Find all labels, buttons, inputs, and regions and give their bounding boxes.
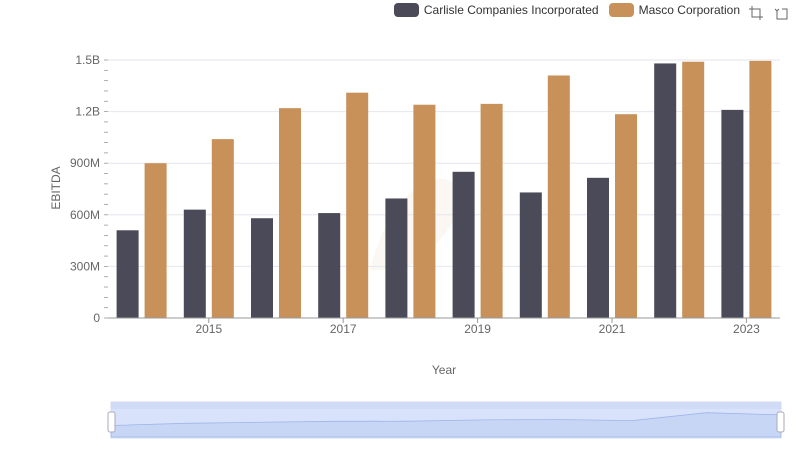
x-axis-title: Year bbox=[432, 363, 456, 377]
toolbox bbox=[748, 5, 790, 21]
legend-swatch-masco bbox=[608, 3, 634, 17]
watermark bbox=[370, 178, 462, 270]
y-tick-label: 600M bbox=[70, 208, 100, 222]
legend-item-masco[interactable]: Masco Corporation bbox=[608, 3, 740, 17]
bar-masco-2021[interactable] bbox=[615, 114, 637, 319]
bar-masco-2015[interactable] bbox=[211, 139, 234, 318]
bar-carlisle-2021[interactable] bbox=[587, 177, 609, 318]
bar-carlisle-2015[interactable] bbox=[183, 209, 206, 318]
x-tick-label: 2017 bbox=[330, 322, 357, 336]
bar-carlisle-2023[interactable] bbox=[721, 109, 744, 318]
bar-carlisle-2020[interactable] bbox=[519, 192, 542, 318]
zoom-icon[interactable] bbox=[748, 5, 764, 21]
bar-carlisle-2019[interactable] bbox=[452, 171, 475, 318]
data-zoom-selection[interactable] bbox=[111, 409, 781, 438]
x-tick-label: 2021 bbox=[599, 322, 626, 336]
legend-label-carlisle: Carlisle Companies Incorporated bbox=[423, 3, 599, 17]
y-tick-label: 1.5B bbox=[75, 53, 100, 67]
data-zoom-right-handle[interactable] bbox=[776, 411, 785, 433]
restore-icon[interactable] bbox=[774, 5, 790, 21]
x-tick-label: 2015 bbox=[195, 322, 222, 336]
legend-swatch-carlisle bbox=[393, 3, 419, 17]
x-tick-label: 2019 bbox=[464, 322, 491, 336]
data-zoom-preview-line bbox=[110, 412, 782, 438]
bar-masco-2020[interactable] bbox=[547, 75, 570, 318]
legend: Carlisle Companies Incorporated Masco Co… bbox=[393, 3, 740, 17]
data-zoom-slider[interactable] bbox=[107, 401, 785, 439]
bar-carlisle-2014[interactable] bbox=[116, 230, 139, 318]
data-zoom-top-bar[interactable] bbox=[111, 402, 781, 409]
x-tick-label: 2023 bbox=[733, 322, 760, 336]
data-zoom-left-handle[interactable] bbox=[107, 411, 116, 433]
bar-masco-2022[interactable] bbox=[682, 61, 705, 318]
y-tick-label: 900M bbox=[70, 156, 100, 170]
y-tick-label: 0 bbox=[93, 311, 100, 325]
legend-label-masco: Masco Corporation bbox=[638, 3, 740, 17]
y-axis-title: EBITDA bbox=[49, 166, 63, 209]
bar-masco-2016[interactable] bbox=[279, 108, 301, 318]
bar-masco-2023[interactable] bbox=[749, 60, 772, 319]
bar-carlisle-2022[interactable] bbox=[654, 63, 677, 318]
bar-masco-2019[interactable] bbox=[480, 103, 503, 318]
bar-masco-2018[interactable] bbox=[413, 104, 436, 318]
bar-masco-2017[interactable] bbox=[346, 92, 369, 319]
bar-masco-2014[interactable] bbox=[144, 163, 167, 318]
y-tick-label: 1.2B bbox=[75, 105, 100, 119]
bar-carlisle-2018[interactable] bbox=[385, 198, 408, 318]
data-zoom-track[interactable] bbox=[110, 401, 782, 439]
legend-item-carlisle[interactable]: Carlisle Companies Incorporated bbox=[393, 3, 599, 17]
bar-carlisle-2017[interactable] bbox=[318, 213, 341, 318]
y-tick-label: 300M bbox=[70, 259, 100, 273]
bar-carlisle-2016[interactable] bbox=[251, 218, 273, 318]
